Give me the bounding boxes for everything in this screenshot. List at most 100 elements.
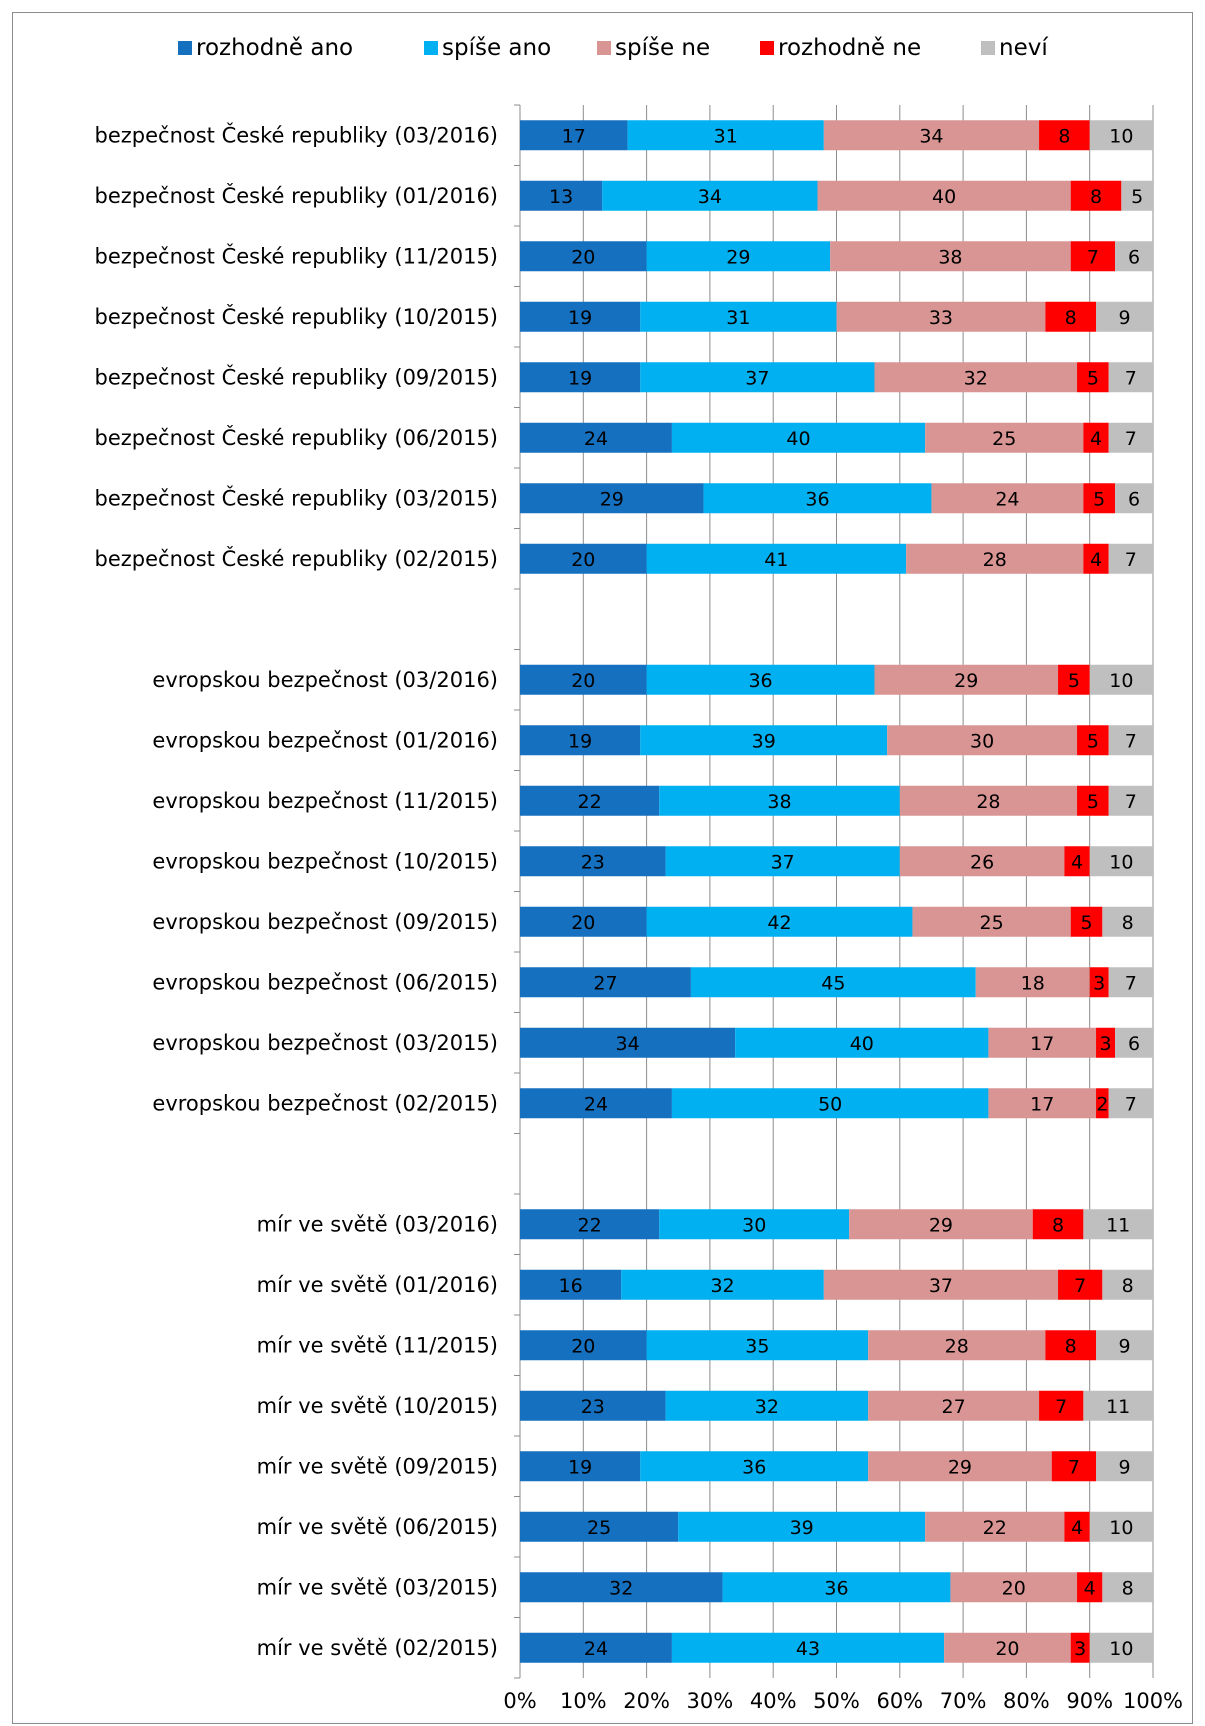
legend-item: rozhodně ano — [178, 35, 353, 61]
bar-segment — [520, 967, 691, 998]
bar-row: 24 40 25 4 7 — [520, 422, 1153, 453]
bar-segment — [1089, 846, 1153, 877]
data-label: 4 — [1090, 549, 1102, 571]
x-tick-label: 20% — [623, 1689, 670, 1713]
bar-segment — [1058, 664, 1090, 695]
bar-segment — [520, 422, 672, 453]
bar-segment — [1039, 1390, 1084, 1421]
data-label: 32 — [609, 1577, 633, 1599]
bar-row: 23 32 27 7 11 — [520, 1390, 1153, 1421]
x-tick-label: 100% — [1123, 1689, 1183, 1713]
bar-row: 20 36 29 5 10 — [520, 664, 1153, 695]
category-label: evropskou bezpečnost (10/2015) — [152, 849, 498, 873]
data-label: 8 — [1090, 186, 1102, 208]
bar-segment — [1039, 120, 1090, 151]
bar-segment — [1070, 906, 1103, 937]
data-label: 29 — [600, 488, 624, 510]
data-label: 8 — [1065, 1335, 1077, 1357]
bar-row: 32 36 20 4 8 — [520, 1572, 1153, 1603]
data-label: 36 — [748, 670, 772, 692]
bar-segment — [1108, 967, 1153, 998]
category-label: bezpečnost České republiky (01/2016) — [95, 183, 498, 208]
bar-segment — [640, 362, 875, 393]
bar-segment — [520, 1088, 672, 1119]
bar-segment — [520, 483, 704, 514]
bar-segment — [1121, 180, 1153, 211]
data-label: 7 — [1125, 791, 1137, 813]
bar-segment — [899, 846, 1065, 877]
data-label: 31 — [714, 125, 738, 147]
bar-segment — [1045, 301, 1097, 332]
x-tick-label: 10% — [560, 1689, 607, 1713]
data-label: 28 — [945, 1335, 969, 1357]
bar-segment — [1083, 1209, 1153, 1240]
data-label: 33 — [929, 307, 953, 329]
bar-segment — [520, 362, 641, 393]
data-label: 42 — [767, 912, 791, 934]
x-tick-label: 50% — [813, 1689, 860, 1713]
data-label: 4 — [1071, 851, 1083, 873]
bar-row: 17 31 34 8 10 — [520, 120, 1153, 151]
data-label: 10 — [1109, 125, 1133, 147]
data-label: 36 — [805, 488, 829, 510]
data-label: 25 — [587, 1517, 611, 1539]
data-label: 37 — [745, 367, 769, 389]
bar-segment — [520, 1269, 622, 1300]
x-tick-label: 90% — [1066, 1689, 1113, 1713]
bar-segment — [1051, 1451, 1097, 1482]
data-label: 29 — [929, 1214, 953, 1236]
legend-label: neví — [999, 35, 1048, 61]
data-label: 41 — [764, 549, 788, 571]
bar-segment — [735, 1027, 989, 1058]
category-label: bezpečnost České republiky (02/2015) — [95, 546, 498, 571]
bar-segment — [690, 967, 976, 998]
x-tick-label: 30% — [687, 1689, 734, 1713]
bar-segment — [520, 301, 641, 332]
data-label: 20 — [571, 246, 595, 268]
bar-row: 24 50 17 2 7 — [520, 1088, 1153, 1119]
bar-segment — [912, 906, 1071, 937]
bar-segment — [868, 1330, 1046, 1361]
bar-row: 20 42 25 5 8 — [520, 906, 1153, 937]
bar-segment — [817, 180, 1071, 211]
data-label: 11 — [1106, 1214, 1130, 1236]
bar-segment — [678, 1511, 926, 1542]
data-label: 7 — [1125, 1093, 1137, 1115]
bar-segment — [830, 241, 1071, 272]
data-label: 36 — [824, 1577, 848, 1599]
data-label: 36 — [742, 1456, 766, 1478]
data-label: 34 — [698, 186, 722, 208]
data-label: 5 — [1068, 670, 1080, 692]
bar-segment — [1089, 967, 1109, 998]
bar-segment — [1108, 785, 1153, 816]
legend-swatch — [760, 41, 774, 55]
data-label: 3 — [1093, 972, 1105, 994]
data-label: 34 — [919, 125, 943, 147]
data-label: 5 — [1131, 186, 1143, 208]
bar-segment — [925, 1511, 1065, 1542]
bar-segment — [1096, 1330, 1153, 1361]
category-label: bezpečnost České republiky (03/2015) — [95, 485, 498, 510]
data-label: 7 — [1125, 972, 1137, 994]
bar-segment — [659, 785, 900, 816]
bar-segment — [520, 180, 603, 211]
bar-segment — [621, 1269, 824, 1300]
legend-label: rozhodně ne — [778, 35, 921, 61]
category-label: mír ve světě (03/2015) — [257, 1575, 498, 1599]
data-label: 30 — [970, 730, 994, 752]
data-label: 22 — [578, 791, 602, 813]
data-label: 4 — [1084, 1577, 1096, 1599]
bar-row: 27 45 18 3 7 — [520, 967, 1153, 998]
data-label: 7 — [1074, 1275, 1086, 1297]
bar-segment — [722, 1572, 951, 1603]
x-tick-label: 80% — [1003, 1689, 1050, 1713]
bar-segment — [868, 1451, 1052, 1482]
data-label: 26 — [970, 851, 994, 873]
legend-item: spíše ne — [597, 35, 710, 61]
data-label: 34 — [616, 1033, 640, 1055]
data-label: 40 — [850, 1033, 874, 1055]
bar-segment — [1089, 120, 1153, 151]
data-label: 7 — [1125, 549, 1137, 571]
bar-segment — [1115, 483, 1153, 514]
bar-row: 16 32 37 7 8 — [520, 1269, 1153, 1300]
